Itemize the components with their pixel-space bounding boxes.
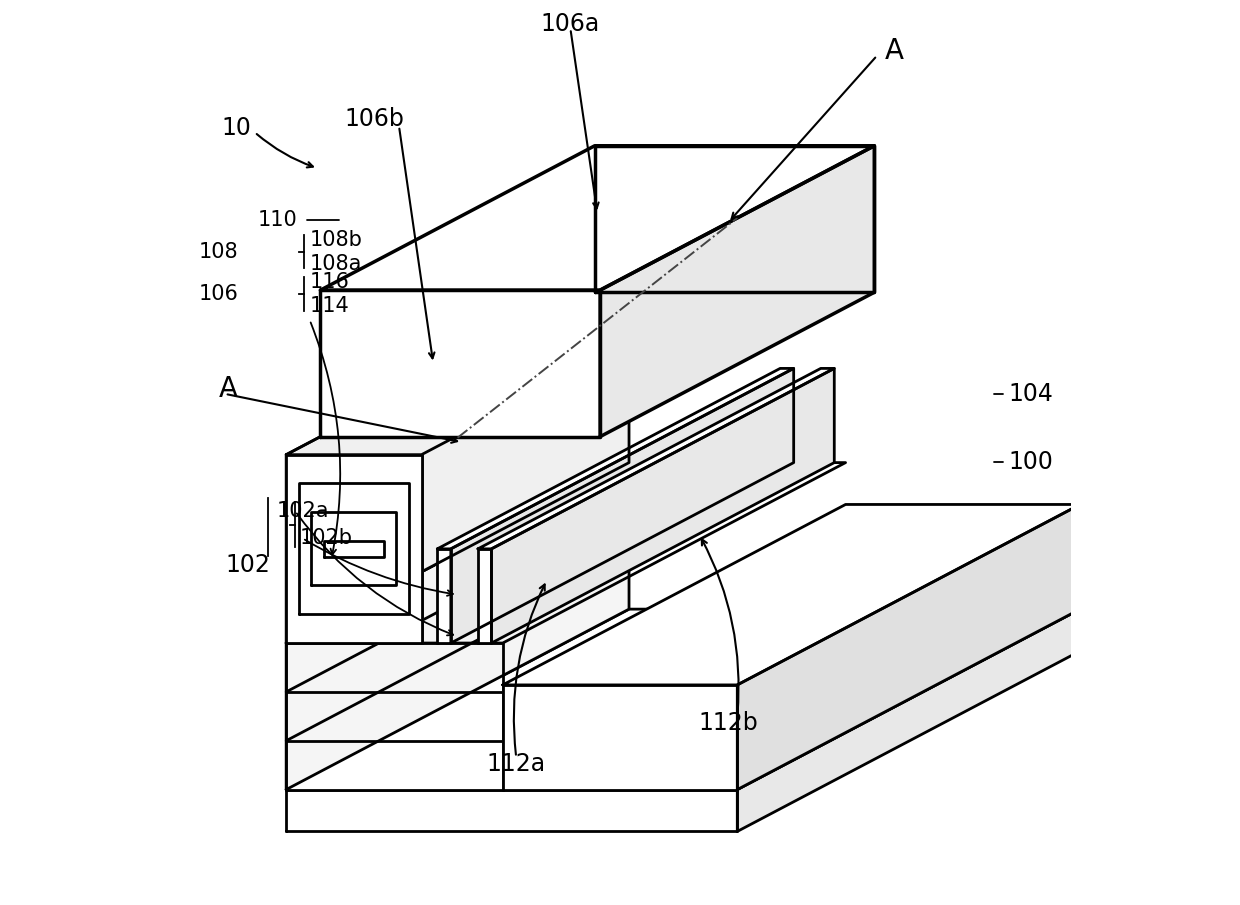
Text: 108b: 108b [310, 230, 362, 250]
Text: 116: 116 [310, 272, 350, 292]
Text: 102: 102 [226, 553, 270, 577]
Text: 102b: 102b [300, 529, 352, 548]
Polygon shape [738, 504, 1080, 789]
Polygon shape [286, 462, 629, 789]
Text: 100: 100 [1008, 450, 1053, 473]
Polygon shape [451, 368, 794, 643]
Polygon shape [286, 789, 738, 832]
Text: 114: 114 [310, 296, 350, 317]
Polygon shape [477, 548, 491, 643]
Text: A: A [218, 376, 238, 404]
Text: 102a: 102a [278, 501, 330, 521]
Polygon shape [286, 454, 422, 643]
Polygon shape [502, 504, 1080, 685]
Polygon shape [299, 483, 409, 614]
Polygon shape [738, 609, 1080, 832]
Polygon shape [286, 462, 846, 643]
Text: 112a: 112a [486, 752, 546, 776]
Polygon shape [286, 274, 764, 454]
Text: 108: 108 [198, 242, 238, 262]
Text: 106: 106 [198, 284, 238, 304]
Polygon shape [595, 146, 874, 292]
Polygon shape [491, 368, 835, 643]
Polygon shape [502, 685, 738, 789]
Polygon shape [438, 368, 794, 548]
Text: 104: 104 [1008, 382, 1053, 405]
Polygon shape [311, 512, 397, 586]
Polygon shape [477, 368, 835, 548]
Polygon shape [286, 454, 422, 643]
Text: 10: 10 [222, 116, 252, 139]
Polygon shape [320, 291, 600, 436]
Text: 106b: 106b [345, 107, 404, 130]
Polygon shape [286, 643, 502, 789]
Text: 112b: 112b [698, 711, 758, 735]
Text: 108a: 108a [310, 254, 362, 274]
Polygon shape [600, 146, 874, 436]
Text: 110: 110 [258, 210, 298, 230]
Polygon shape [438, 548, 451, 643]
Polygon shape [286, 274, 629, 643]
Polygon shape [286, 609, 1080, 789]
Polygon shape [324, 541, 383, 557]
Polygon shape [320, 146, 874, 291]
Text: A: A [884, 37, 904, 65]
Text: 106a: 106a [541, 12, 600, 36]
